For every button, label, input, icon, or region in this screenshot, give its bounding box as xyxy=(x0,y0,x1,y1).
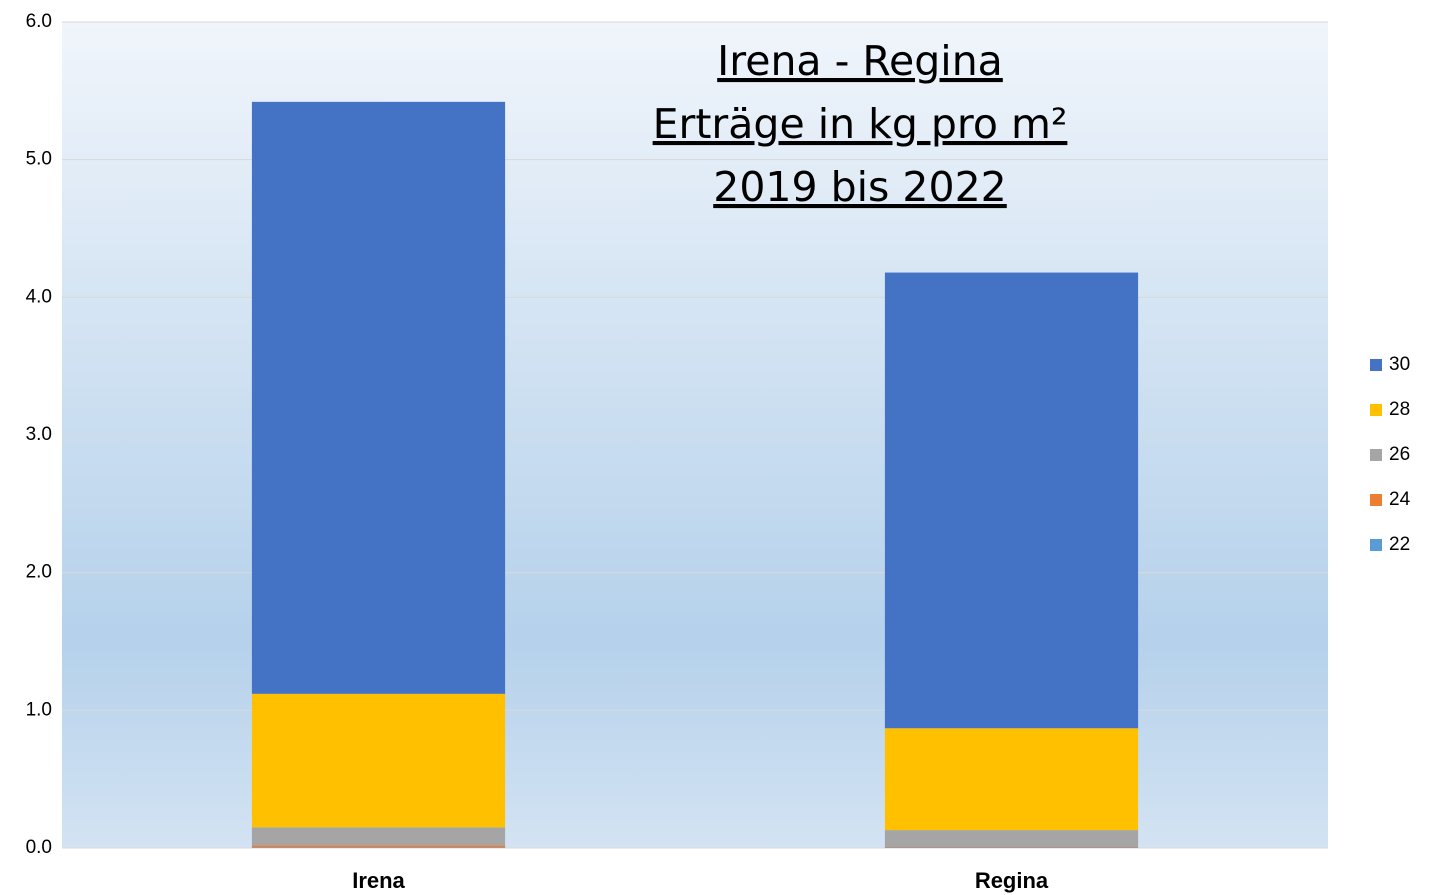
y-tick-label: 1.0 xyxy=(26,699,52,720)
bar-segment xyxy=(884,272,1139,729)
x-tick-label: Irena xyxy=(352,868,405,893)
chart-title: 2019 bis 2022 xyxy=(713,163,1007,211)
legend-swatch xyxy=(1370,494,1382,506)
bar-segment xyxy=(251,693,506,828)
y-tick-label: 4.0 xyxy=(26,286,52,307)
legend-label: 26 xyxy=(1389,444,1410,465)
y-tick-label: 2.0 xyxy=(26,562,52,583)
bar-segment xyxy=(251,847,506,848)
chart-title: Erträge in kg pro m² xyxy=(653,100,1068,148)
bar-segment xyxy=(251,827,506,846)
y-tick-label: 5.0 xyxy=(26,149,52,170)
bar-segment xyxy=(884,847,1139,848)
legend-swatch xyxy=(1370,449,1382,461)
y-tick-label: 6.0 xyxy=(26,11,52,32)
bar-segment xyxy=(251,845,506,848)
y-tick-label: 3.0 xyxy=(26,424,52,445)
chart-title: Irena - Regina xyxy=(717,37,1003,85)
legend-swatch xyxy=(1370,359,1382,371)
x-tick-label: Regina xyxy=(975,868,1049,893)
bar-segment xyxy=(884,830,1139,847)
legend-label: 30 xyxy=(1389,354,1410,375)
bar-segment xyxy=(251,101,506,694)
bar-segment xyxy=(884,728,1139,831)
legend-label: 22 xyxy=(1389,534,1410,555)
legend-swatch xyxy=(1370,404,1382,416)
legend-swatch xyxy=(1370,539,1382,551)
bar-segment xyxy=(884,846,1139,848)
layer: 0.0 1.0 2.0 3.0 4.0 5.0 6.0 Irena Regina 22 24 26 28… xyxy=(26,11,1411,893)
y-tick-label: 0.0 xyxy=(26,837,52,858)
legend-label: 24 xyxy=(1389,489,1411,510)
legend-label: 28 xyxy=(1389,399,1410,420)
